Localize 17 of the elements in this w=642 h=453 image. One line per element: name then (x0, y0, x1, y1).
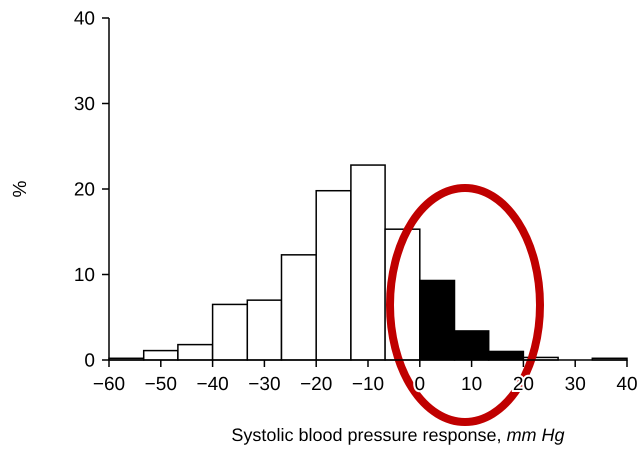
y-axis-title: % (10, 180, 31, 198)
x-tick-label: −20 (300, 374, 332, 395)
x-tick-label: −50 (144, 374, 177, 395)
y-tick-label: 30 (74, 94, 95, 116)
x-axis-title: Systolic blood pressure response, mm Hg (231, 425, 565, 445)
x-tick-label: 10 (461, 374, 482, 395)
y-tick-label: 10 (74, 265, 95, 286)
y-tick-label: 20 (74, 180, 95, 201)
x-tick-label: −10 (352, 374, 384, 395)
x-tick-label: 40 (616, 374, 638, 395)
y-tick-label: 0 (84, 350, 95, 372)
x-tick-label: −60 (92, 374, 126, 395)
x-tick-label: −30 (248, 374, 281, 395)
x-tick-label: 0 (414, 374, 426, 395)
y-tick-label: 40 (74, 8, 95, 30)
x-tick-label: −40 (196, 374, 229, 395)
x-tick-label: 30 (564, 374, 586, 395)
